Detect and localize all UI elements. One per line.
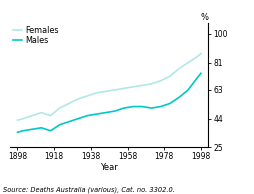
Females <box>122 87 125 90</box>
Males <box>31 128 34 130</box>
Females <box>49 114 52 117</box>
Males <box>199 72 202 74</box>
Females <box>113 89 116 91</box>
Males <box>16 131 19 133</box>
Males <box>86 114 89 117</box>
Males <box>67 120 70 123</box>
Line: Females: Females <box>18 54 201 120</box>
Females <box>141 84 144 87</box>
Females <box>159 80 162 82</box>
Males <box>40 127 43 129</box>
Males <box>122 107 125 109</box>
Females <box>104 90 107 93</box>
Males <box>22 130 25 132</box>
Males <box>49 130 52 132</box>
Females <box>132 86 135 88</box>
Males <box>58 124 61 126</box>
Females <box>177 68 180 70</box>
Males <box>76 118 80 120</box>
Females <box>95 92 98 94</box>
Legend: Females, Males: Females, Males <box>12 25 60 46</box>
Females <box>86 95 89 97</box>
Females <box>199 52 202 55</box>
Males <box>196 77 199 79</box>
Females <box>168 75 171 77</box>
Text: Source: Deaths Australia (various), Cat. no. 3302.0.: Source: Deaths Australia (various), Cat.… <box>3 186 174 193</box>
Males <box>141 105 144 108</box>
Males <box>132 105 135 108</box>
Males <box>150 107 153 109</box>
Females <box>150 83 153 85</box>
Line: Males: Males <box>18 73 201 132</box>
Males <box>95 113 98 115</box>
Females <box>22 118 25 120</box>
X-axis label: Year: Year <box>100 163 118 172</box>
Females <box>196 55 199 58</box>
Females <box>40 111 43 114</box>
Males <box>168 102 171 105</box>
Females <box>76 98 80 100</box>
Females <box>187 61 190 64</box>
Females <box>67 102 70 105</box>
Males <box>177 96 180 99</box>
Females <box>31 114 34 117</box>
Males <box>187 89 190 91</box>
Females <box>16 119 19 121</box>
Males <box>113 110 116 112</box>
Females <box>58 107 61 109</box>
Males <box>104 111 107 114</box>
Males <box>159 105 162 108</box>
Text: %: % <box>200 13 208 22</box>
